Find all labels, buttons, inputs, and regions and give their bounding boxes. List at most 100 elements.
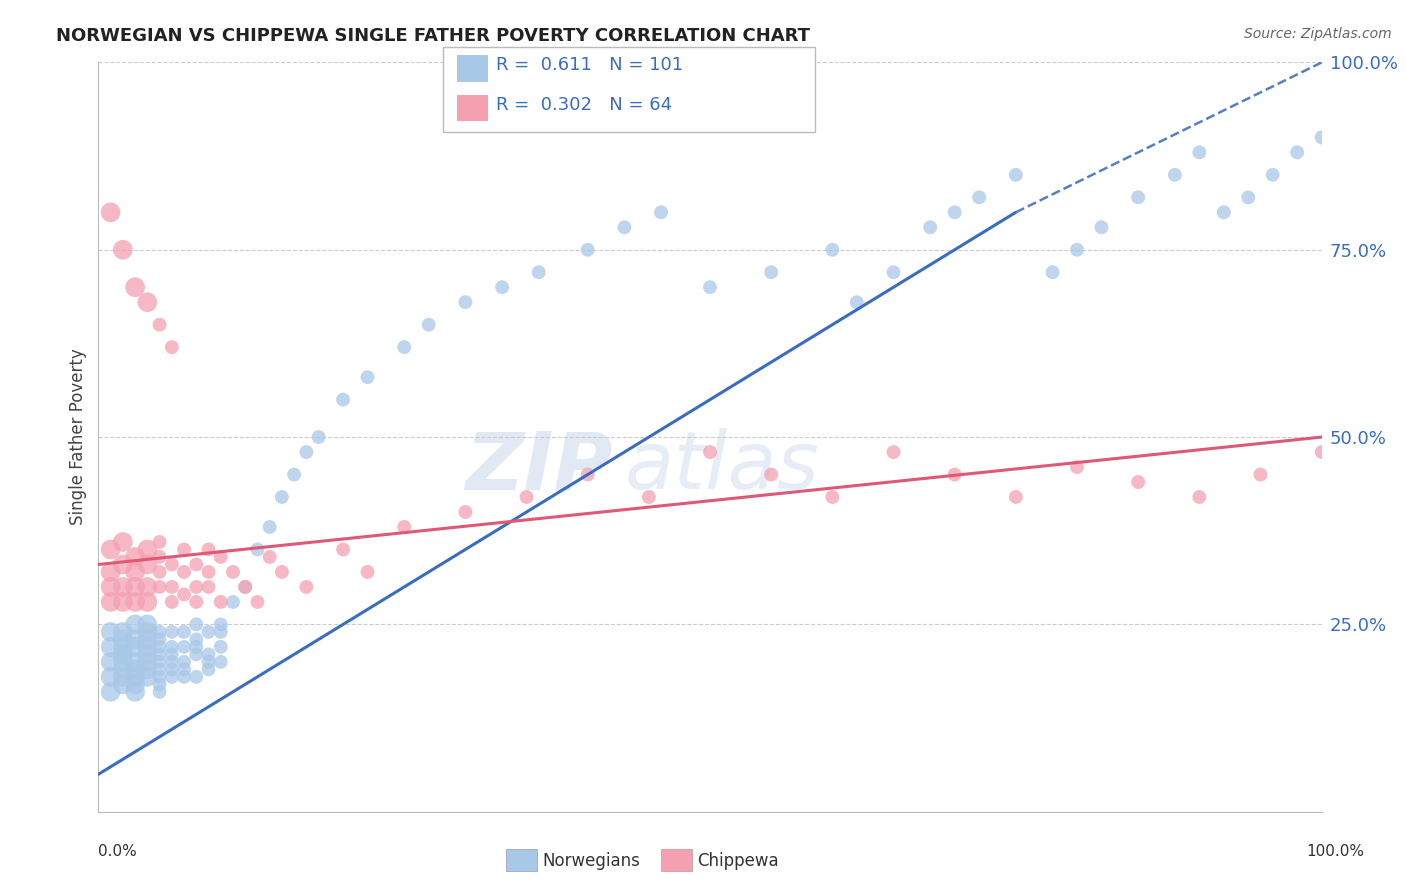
- Point: [100, 542, 122, 557]
- Point: [124, 655, 146, 669]
- Point: [111, 243, 134, 257]
- Point: [149, 318, 172, 332]
- Point: [100, 640, 122, 654]
- Point: [209, 624, 232, 639]
- Point: [160, 558, 183, 572]
- Point: [920, 220, 942, 235]
- Point: [160, 624, 183, 639]
- Point: [516, 490, 538, 504]
- Point: [186, 617, 208, 632]
- Point: [173, 565, 195, 579]
- Point: [821, 490, 844, 504]
- Point: [160, 580, 183, 594]
- Point: [149, 662, 172, 676]
- Point: [111, 535, 134, 549]
- Point: [222, 595, 245, 609]
- Point: [392, 520, 416, 534]
- Point: [100, 624, 122, 639]
- Point: [233, 580, 256, 594]
- Point: [186, 632, 208, 647]
- Point: [209, 617, 232, 632]
- Point: [136, 632, 159, 647]
- Point: [418, 318, 440, 332]
- Point: [259, 520, 281, 534]
- Point: [124, 632, 146, 647]
- Point: [1066, 460, 1088, 475]
- Point: [111, 624, 134, 639]
- Point: [149, 655, 172, 669]
- Point: [111, 558, 134, 572]
- Point: [1237, 190, 1260, 204]
- Point: [883, 445, 905, 459]
- Point: [1128, 475, 1150, 489]
- Point: [222, 565, 245, 579]
- Point: [124, 662, 146, 676]
- Point: [124, 280, 146, 294]
- Point: [160, 640, 183, 654]
- Point: [111, 662, 134, 676]
- Point: [111, 670, 134, 684]
- Point: [124, 617, 146, 632]
- Point: [111, 595, 134, 609]
- Point: [883, 265, 905, 279]
- Point: [111, 655, 134, 669]
- Point: [100, 595, 122, 609]
- Point: [1090, 220, 1112, 235]
- Point: [308, 430, 330, 444]
- Point: [160, 595, 183, 609]
- Point: [259, 549, 281, 564]
- Point: [100, 580, 122, 594]
- Point: [197, 648, 219, 662]
- Point: [1212, 205, 1234, 219]
- Point: [356, 565, 378, 579]
- Point: [124, 580, 146, 594]
- Point: [149, 580, 172, 594]
- Point: [111, 640, 134, 654]
- Text: 0.0%: 0.0%: [98, 845, 138, 859]
- Point: [1128, 190, 1150, 204]
- Point: [160, 662, 183, 676]
- Point: [1261, 168, 1284, 182]
- Point: [173, 640, 195, 654]
- Point: [149, 677, 172, 691]
- Point: [160, 670, 183, 684]
- Point: [149, 640, 172, 654]
- Point: [186, 558, 208, 572]
- Point: [124, 549, 146, 564]
- Point: [100, 565, 122, 579]
- Point: [943, 467, 966, 482]
- Point: [173, 655, 195, 669]
- Point: [491, 280, 513, 294]
- Point: [100, 205, 122, 219]
- Point: [197, 662, 219, 676]
- Point: [186, 595, 208, 609]
- Point: [1042, 265, 1064, 279]
- Point: [186, 648, 208, 662]
- Point: [576, 467, 599, 482]
- Point: [173, 624, 195, 639]
- Point: [943, 205, 966, 219]
- Point: [160, 340, 183, 354]
- Point: [821, 243, 844, 257]
- Point: [124, 640, 146, 654]
- Text: Source: ZipAtlas.com: Source: ZipAtlas.com: [1244, 27, 1392, 41]
- Point: [149, 632, 172, 647]
- Point: [149, 685, 172, 699]
- Point: [136, 617, 159, 632]
- Point: [761, 265, 783, 279]
- Point: [1310, 445, 1333, 459]
- Point: [576, 243, 599, 257]
- Point: [111, 648, 134, 662]
- Point: [124, 565, 146, 579]
- Text: Chippewa: Chippewa: [697, 852, 779, 870]
- Point: [173, 587, 195, 601]
- Text: R =  0.302   N = 64: R = 0.302 N = 64: [496, 96, 672, 114]
- Point: [233, 580, 256, 594]
- Y-axis label: Single Father Poverty: Single Father Poverty: [69, 349, 87, 525]
- Point: [1164, 168, 1187, 182]
- Point: [699, 445, 721, 459]
- Point: [209, 595, 232, 609]
- Point: [650, 205, 672, 219]
- Point: [136, 542, 159, 557]
- Text: R =  0.611   N = 101: R = 0.611 N = 101: [496, 56, 683, 74]
